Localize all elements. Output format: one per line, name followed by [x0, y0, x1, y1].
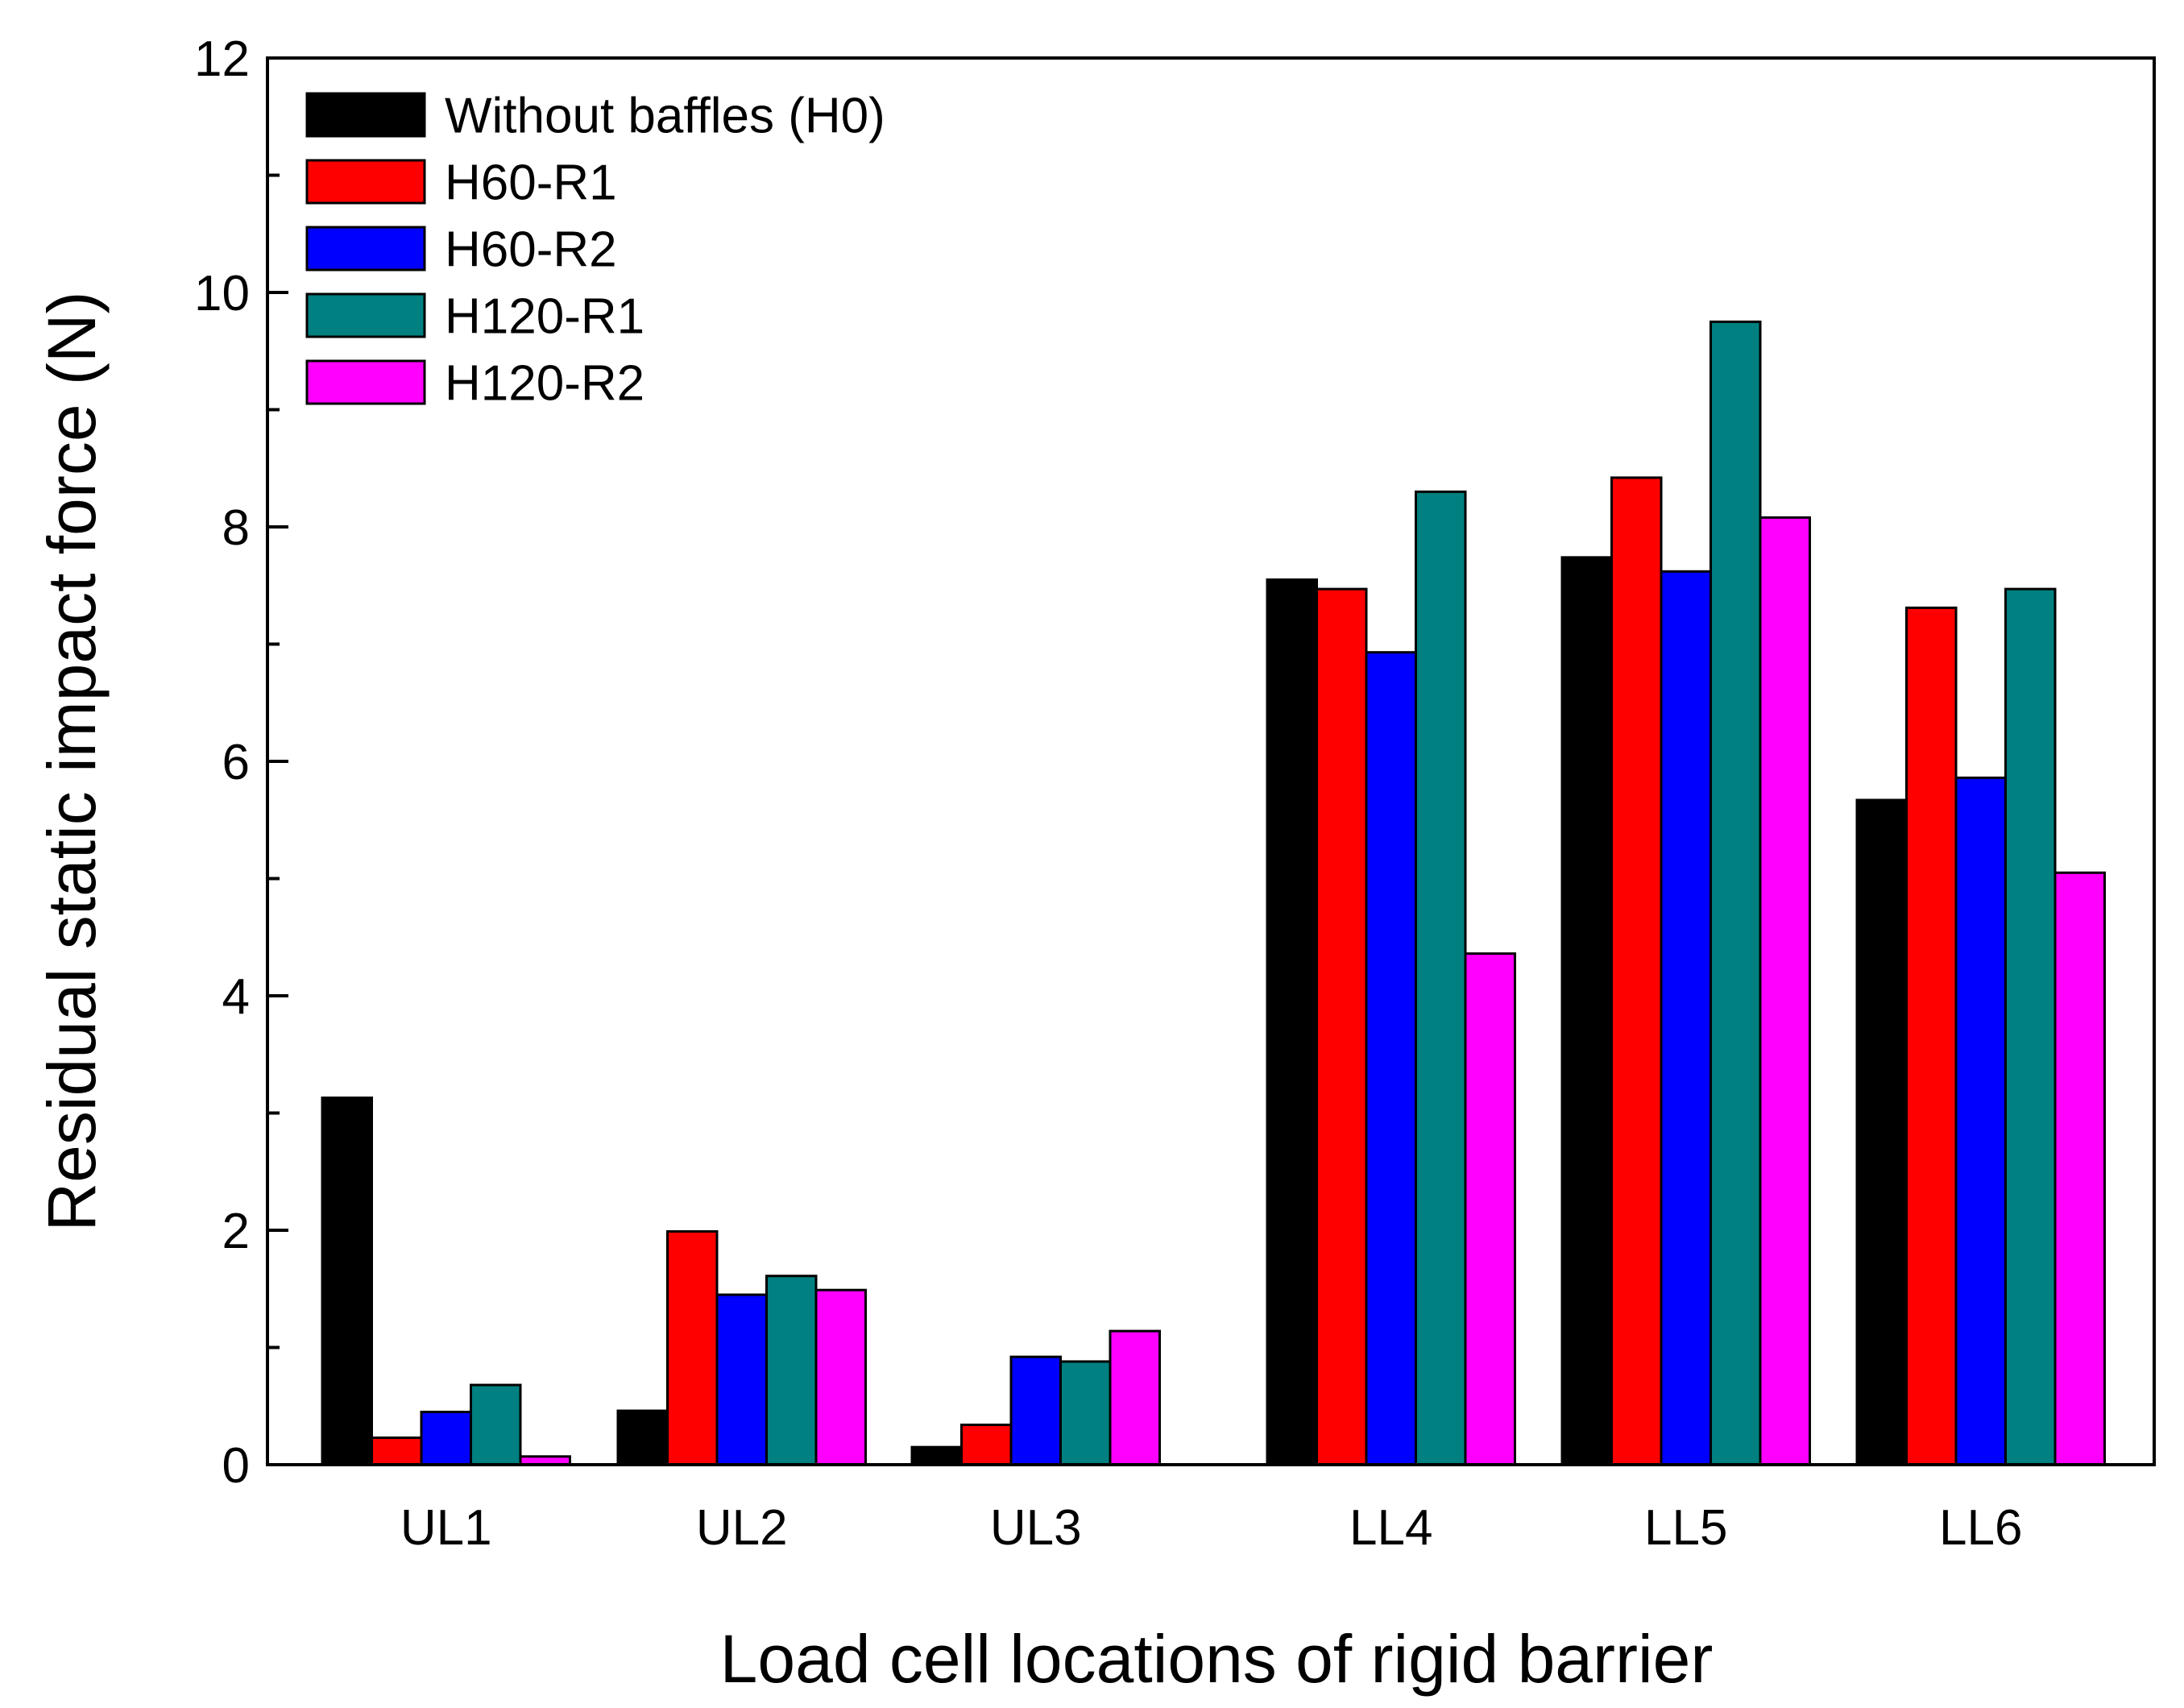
bar-ul3-series-2 — [960, 1424, 1013, 1466]
bars-layer — [321, 320, 2106, 1466]
bar-ul2-series-4 — [765, 1275, 818, 1466]
y-tick-label: 6 — [222, 735, 250, 790]
x-tick-label-ul1: UL1 — [400, 1500, 492, 1556]
legend-swatch-5 — [305, 359, 426, 405]
bar-ul3-series-3 — [1009, 1355, 1062, 1466]
bar-ul3-series-5 — [1109, 1329, 1161, 1466]
y-tick-label: 4 — [222, 969, 250, 1025]
bar-ll5-series-5 — [1759, 516, 1811, 1466]
legend-label-1: Without baffles (H0) — [445, 89, 885, 144]
x-axis-title: Load cell locations of rigid barrier — [720, 1621, 1714, 1697]
bar-ul1-series-3 — [420, 1411, 472, 1466]
bar-ll6-series-3 — [1954, 776, 2007, 1466]
bar-ll5-series-1 — [1560, 556, 1613, 1466]
bar-ll5-series-2 — [1610, 476, 1663, 1466]
legend-swatch-4 — [305, 292, 426, 338]
bar-ul1-series-2 — [371, 1436, 423, 1466]
bar-ll4-series-2 — [1316, 587, 1368, 1466]
bar-ul3-series-4 — [1059, 1360, 1112, 1466]
legend-swatch-2 — [305, 159, 426, 205]
bar-ll6-series-5 — [2053, 871, 2106, 1466]
x-axis-tick-labels: UL1 UL2 UL3 LL4 LL5 LL6 — [400, 1500, 2023, 1556]
bar-ll6-series-2 — [1905, 606, 1958, 1466]
y-axis-tick-labels: 0 2 4 6 8 10 12 — [194, 31, 250, 1494]
x-tick-label-ll4: LL4 — [1349, 1500, 1432, 1556]
legend: Without baffles (H0) H60-R1 H60-R2 H120-R1 H… — [305, 89, 885, 412]
y-axis-title: Residual static impact force (N) — [34, 291, 110, 1231]
y-tick-label: 10 — [194, 266, 250, 321]
x-tick-label-ll6: LL6 — [1939, 1500, 2022, 1556]
bar-ll4-series-1 — [1266, 578, 1318, 1466]
bar-ul2-series-3 — [715, 1293, 768, 1466]
bar-ul2-series-2 — [666, 1229, 719, 1466]
bar-ll4-series-4 — [1415, 490, 1467, 1466]
bar-ll4-series-3 — [1365, 651, 1417, 1466]
y-tick-label: 8 — [222, 500, 250, 556]
bar-ll5-series-4 — [1709, 320, 1762, 1466]
legend-label-4: H120-R1 — [445, 289, 644, 345]
y-tick-label: 0 — [222, 1438, 250, 1494]
legend-label-3: H60-R2 — [445, 222, 617, 278]
bar-ll6-series-4 — [2004, 587, 2057, 1466]
bar-ul2-series-5 — [814, 1288, 867, 1466]
y-axis-ticks — [267, 56, 288, 1466]
x-tick-label-ul3: UL3 — [990, 1500, 1082, 1556]
y-tick-label: 2 — [222, 1204, 250, 1259]
bar-ll5-series-3 — [1660, 570, 1712, 1466]
x-tick-label-ul2: UL2 — [696, 1500, 788, 1556]
bar-ul1-series-4 — [470, 1383, 522, 1466]
legend-label-2: H60-R1 — [445, 155, 617, 211]
bar-ll6-series-1 — [1855, 798, 1908, 1466]
bar-ul2-series-1 — [616, 1409, 669, 1466]
x-tick-label-ll5: LL5 — [1644, 1500, 1727, 1556]
legend-swatch-1 — [305, 92, 426, 138]
bar-ul3-series-1 — [910, 1445, 963, 1466]
bar-ll4-series-5 — [1464, 952, 1516, 1466]
legend-label-5: H120-R2 — [445, 356, 644, 412]
y-tick-label: 12 — [194, 31, 250, 87]
bar-ul1-series-1 — [321, 1097, 373, 1466]
legend-swatch-3 — [305, 226, 426, 272]
